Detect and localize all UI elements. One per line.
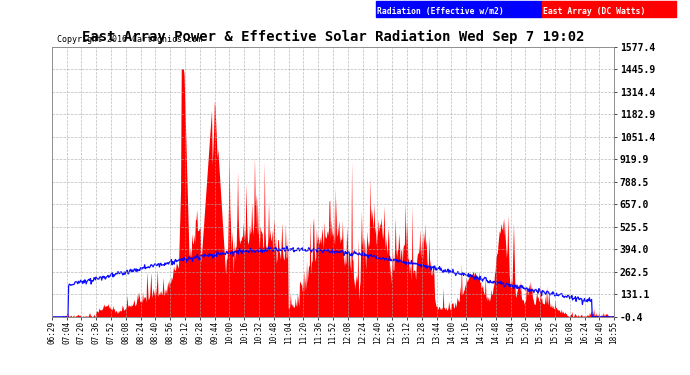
Text: East Array (DC Watts): East Array (DC Watts) xyxy=(543,7,645,16)
Text: Radiation (Effective w/m2): Radiation (Effective w/m2) xyxy=(377,7,504,16)
Title: East Array Power & Effective Solar Radiation Wed Sep 7 19:02: East Array Power & Effective Solar Radia… xyxy=(81,30,584,44)
Text: Copyright 2016 Cartronics.com: Copyright 2016 Cartronics.com xyxy=(57,35,202,44)
